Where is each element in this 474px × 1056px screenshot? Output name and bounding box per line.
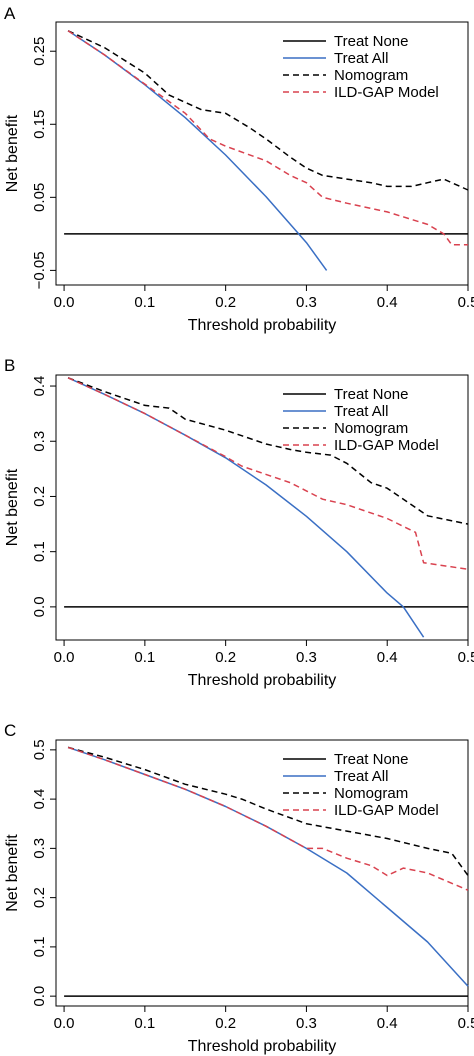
plot-frame [55,21,469,286]
y-tick-label: 0.4 [31,789,48,810]
series-line-ild-gap-model [67,377,469,571]
series-line-nomogram [67,377,469,525]
y-tick-label: 0.5 [31,739,48,760]
x-tick-label: 0.5 [458,294,474,311]
y-axis-title: Net benefit [4,468,21,546]
legend-label: ILD-GAP Model [334,437,439,454]
x-axis-title: Threshold probability [188,672,337,689]
x-tick-label: 0.0 [54,1015,75,1032]
x-tick-label: 0.3 [296,1015,317,1032]
legend-label: Nomogram [334,785,408,802]
panel-label: B [4,356,15,375]
y-axis-title: Net benefit [4,834,21,912]
x-tick-label: 0.1 [134,294,155,311]
x-tick-label: 0.3 [296,294,317,311]
x-axis-title: Threshold probability [188,1038,337,1055]
y-tick-label: 0.05 [31,183,48,212]
y-tick-label: 0.1 [31,541,48,562]
plot-frame [55,374,469,641]
x-tick-label: 0.3 [296,649,317,666]
y-tick-label: 0.1 [31,936,48,957]
series-line-treat-all [67,377,425,638]
series-line-nomogram [67,30,469,191]
x-tick-label: 0.0 [54,649,75,666]
panel-label: C [4,721,16,740]
legend-label: Treat None [334,386,408,403]
y-tick-label: 0.0 [31,986,48,1007]
legend-label: ILD-GAP Model [334,802,439,819]
x-tick-label: 0.2 [215,294,236,311]
legend-label: Treat All [334,768,388,785]
panel-label: A [4,4,16,23]
chart-panel-b: B 0.0 0.1 0.2 0.3 0.4 0.5 0.0 0.1 0.2 0.3 0.4 Thresh… [4,356,474,689]
y-tick-label: 0.2 [31,887,48,908]
series-line-ild-gap-model [67,30,468,246]
chart-panel-c: C 0.0 0.1 0.2 0.3 0.4 0.5 0.0 0.1 0.2 0.3 0.4 0.5 Thr… [4,721,474,1055]
plot-frame [55,739,469,1007]
x-tick-label: 0.5 [458,649,474,666]
y-tick-label: 0.4 [31,376,48,397]
series-line-nomogram [67,746,469,876]
y-axis-title: Net benefit [4,114,21,192]
legend-label: Treat None [334,33,408,50]
legend-label: Treat None [334,751,408,768]
legend-label: ILD-GAP Model [334,84,439,101]
series-line-ild-gap-model [67,746,469,891]
x-tick-label: 0.1 [134,1015,155,1032]
y-tick-label: 0.3 [31,838,48,859]
y-tick-label: 0.25 [31,37,48,66]
y-tick-label: 0.3 [31,431,48,452]
y-tick-label: 0.2 [31,486,48,507]
series-line-treat-all [67,746,469,987]
x-tick-label: 0.5 [458,1015,474,1032]
x-tick-label: 0.4 [377,1015,398,1032]
x-tick-label: 0.4 [377,649,398,666]
x-tick-label: 0.2 [215,1015,236,1032]
legend-label: Nomogram [334,67,408,84]
chart-panel-a: A 0.0 0.1 0.2 0.3 0.4 0.5 −0.05 0.05 0.15 0.25 Thre… [4,4,474,334]
x-tick-label: 0.0 [54,294,75,311]
legend-label: Treat All [334,50,388,67]
x-tick-label: 0.2 [215,649,236,666]
y-tick-label: −0.05 [31,251,48,289]
x-tick-label: 0.1 [134,649,155,666]
legend-label: Nomogram [334,420,408,437]
y-tick-label: 0.15 [31,110,48,139]
y-tick-label: 0.0 [31,596,48,617]
x-tick-label: 0.4 [377,294,398,311]
x-axis-title: Threshold probability [188,317,337,334]
legend-label: Treat All [334,403,388,420]
